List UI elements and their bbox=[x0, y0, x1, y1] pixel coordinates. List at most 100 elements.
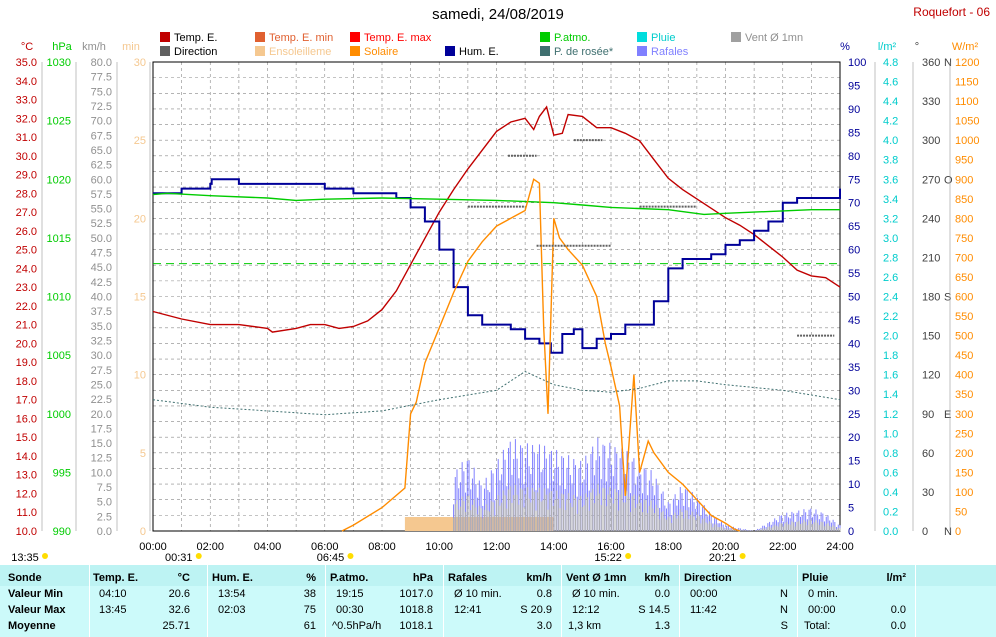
min-value: 0.0 bbox=[654, 588, 670, 600]
legend-label: Rafales bbox=[651, 46, 689, 58]
sun-icon bbox=[625, 553, 632, 559]
weather-chart: 35.0 34.0 33.0 32.0 31.0 30.0 29.0 28.0 27.0 26.0… bbox=[11, 41, 979, 564]
wind-tick-label: 75.0 bbox=[91, 86, 112, 98]
solar-tick-label: 250 bbox=[955, 428, 973, 440]
max-time: 00:30 bbox=[336, 604, 364, 616]
legend-item: Temp. E. max bbox=[350, 32, 431, 44]
rain-tick-label: 3.4 bbox=[883, 194, 898, 206]
row-label: Moyenne bbox=[8, 620, 56, 632]
avg-label: ^0.5hPa/h bbox=[332, 620, 382, 632]
legend-item: Temp. E. bbox=[160, 32, 217, 44]
legend-swatch bbox=[350, 46, 360, 56]
temp-tick-label: 21.0 bbox=[16, 320, 37, 332]
dir-tick-label: 30 bbox=[922, 487, 934, 499]
hum-tick-label: 35 bbox=[848, 362, 860, 374]
wind-tick-label: 15.0 bbox=[91, 438, 112, 450]
legend-item: Pluie bbox=[637, 32, 675, 44]
axis-unit-label: km/h bbox=[82, 41, 106, 53]
rain-tick-label: 2.2 bbox=[883, 311, 898, 323]
wind-tick-label: 62.5 bbox=[91, 160, 112, 172]
wind-tick-label: 12.5 bbox=[91, 453, 112, 465]
legend-item: Ensoleilleme bbox=[255, 46, 331, 58]
press-tick-label: 1020 bbox=[47, 174, 71, 186]
solar-tick-label: 1200 bbox=[955, 57, 979, 69]
wind-tick-label: 70.0 bbox=[91, 116, 112, 128]
legend-label: Ensoleilleme bbox=[269, 46, 332, 58]
temp-tick-label: 13.0 bbox=[16, 470, 37, 482]
sunshine-bar bbox=[404, 517, 454, 531]
sun-time-label: 00:31 bbox=[165, 552, 193, 564]
legend-item: Temp. E. min bbox=[255, 32, 333, 44]
wind-tick-label: 80.0 bbox=[91, 57, 112, 69]
legend-item: P.atmo. bbox=[540, 32, 591, 44]
sun-time-label: 13:35 bbox=[11, 552, 39, 564]
legend-swatch bbox=[637, 46, 647, 56]
max-value: 32.6 bbox=[168, 604, 190, 616]
solar-tick-label: 1050 bbox=[955, 116, 979, 128]
hum-tick-label: 40 bbox=[848, 338, 860, 350]
dir-cardinal-label: N bbox=[944, 57, 952, 69]
temp-tick-label: 15.0 bbox=[16, 432, 37, 444]
hum-tick-label: 70 bbox=[848, 198, 860, 210]
press-tick-label: 1010 bbox=[47, 292, 71, 304]
table-separator bbox=[207, 565, 208, 637]
wind-tick-label: 57.5 bbox=[91, 189, 112, 201]
legend-label: Direction bbox=[174, 46, 218, 58]
wind-tick-label: 60.0 bbox=[91, 174, 112, 186]
wind-tick-label: 5.0 bbox=[97, 497, 112, 509]
max-value: 75 bbox=[303, 604, 316, 616]
series-line-p-atmo- bbox=[152, 192, 840, 216]
wind-tick-label: 30.0 bbox=[91, 350, 112, 362]
rain-tick-label: 4.2 bbox=[883, 116, 898, 128]
wind-tick-label: 65.0 bbox=[91, 145, 112, 157]
temp-tick-label: 19.0 bbox=[16, 357, 37, 369]
max-value: 1018.8 bbox=[399, 604, 433, 616]
hum-tick-label: 100 bbox=[848, 57, 866, 69]
dir-cardinal-label: E bbox=[944, 409, 951, 421]
solar-tick-label: 400 bbox=[955, 370, 973, 382]
temp-tick-label: 27.0 bbox=[16, 207, 37, 219]
solar-tick-label: 550 bbox=[955, 311, 973, 323]
axis-unit-label: °C bbox=[21, 41, 33, 53]
station-name: Roquefort - 06 bbox=[913, 5, 990, 19]
wind-tick-label: 40.0 bbox=[91, 292, 112, 304]
axis-unit-label: W/m² bbox=[952, 41, 979, 53]
press-tick-label: 1025 bbox=[47, 116, 71, 128]
temp-tick-label: 32.0 bbox=[16, 113, 37, 125]
temp-tick-label: 33.0 bbox=[16, 95, 37, 107]
avg-value: 1.3 bbox=[654, 620, 670, 632]
wind-tick-label: 50.0 bbox=[91, 233, 112, 245]
temp-tick-label: 29.0 bbox=[16, 170, 37, 182]
hum-tick-label: 20 bbox=[848, 432, 860, 444]
legend-label: Vent Ø 1mn bbox=[745, 32, 804, 44]
dir-cardinal-label: N bbox=[944, 526, 952, 538]
press-tick-label: 1015 bbox=[47, 233, 71, 245]
column-header: Temp. E. bbox=[93, 572, 139, 584]
press-tick-label: 995 bbox=[53, 467, 71, 479]
x-tick-label: 00:00 bbox=[139, 541, 167, 553]
temp-tick-label: 30.0 bbox=[16, 151, 37, 163]
avg-value: 25.71 bbox=[162, 620, 190, 632]
rain-tick-label: 3.6 bbox=[883, 174, 898, 186]
solar-tick-label: 50 bbox=[955, 506, 967, 518]
dir-tick-label: 210 bbox=[922, 252, 940, 264]
temp-tick-label: 34.0 bbox=[16, 76, 37, 88]
dir-tick-label: 60 bbox=[922, 448, 934, 460]
temp-tick-label: 35.0 bbox=[16, 57, 37, 69]
rain-tick-label: 4.6 bbox=[883, 77, 898, 89]
rain-tick-label: 1.4 bbox=[883, 389, 898, 401]
wind-tick-label: 72.5 bbox=[91, 101, 112, 113]
temp-tick-label: 31.0 bbox=[16, 132, 37, 144]
axis-unit-label: l/m² bbox=[878, 41, 897, 53]
legend-label: Temp. E. max bbox=[364, 32, 432, 44]
avg-label: Total: bbox=[804, 620, 831, 632]
rain-tick-label: 0.6 bbox=[883, 467, 898, 479]
x-tick-label: 22:00 bbox=[769, 541, 797, 553]
chart-title: samedi, 24/08/2019 bbox=[432, 6, 564, 23]
wind-tick-label: 45.0 bbox=[91, 262, 112, 274]
legend-label: Temp. E. bbox=[174, 32, 218, 44]
min-value: N bbox=[780, 588, 788, 600]
solar-tick-label: 1000 bbox=[955, 135, 979, 147]
x-tick-label: 24:00 bbox=[826, 541, 854, 553]
column-unit: hPa bbox=[412, 572, 433, 584]
